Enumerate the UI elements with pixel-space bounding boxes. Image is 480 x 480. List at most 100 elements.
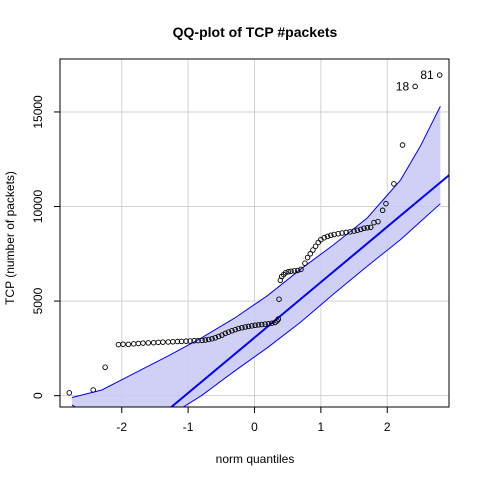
data-point	[191, 338, 197, 344]
data-point	[232, 326, 238, 333]
data-point	[66, 390, 73, 396]
data-point	[343, 229, 349, 236]
data-point	[259, 321, 265, 328]
data-point	[165, 339, 171, 345]
data-point	[145, 340, 152, 346]
data-point	[265, 321, 272, 327]
data-point	[357, 226, 364, 233]
data-point	[351, 228, 357, 234]
data-point	[321, 234, 327, 241]
data-point	[225, 329, 232, 335]
x-tick-label: 0	[251, 420, 258, 434]
envelope-lower-line	[71, 203, 441, 407]
data-points	[66, 72, 443, 396]
data-point	[335, 231, 341, 237]
data-point	[252, 322, 258, 329]
y-axis-label: TCP (number of packets)	[3, 171, 17, 305]
x-tick-label: -1	[183, 420, 194, 434]
data-point	[298, 266, 304, 273]
data-point	[245, 323, 252, 330]
data-point	[255, 322, 262, 328]
data-point	[209, 335, 215, 342]
data-point	[307, 251, 314, 257]
data-point	[331, 231, 337, 238]
y-axis: 0 5000 10000 15000	[31, 95, 61, 399]
data-point	[242, 324, 248, 330]
chart-title: QQ-plot of TCP #packets	[173, 24, 338, 40]
data-point	[235, 325, 242, 332]
data-point	[383, 200, 389, 207]
data-point	[215, 333, 222, 340]
x-axis-label: norm quantiles	[216, 452, 295, 466]
data-point	[102, 364, 108, 371]
data-point	[291, 268, 298, 274]
data-point	[120, 341, 126, 347]
data-point	[347, 229, 353, 235]
data-point	[155, 339, 161, 346]
y-tick-label: 0	[31, 392, 45, 399]
data-point	[212, 335, 219, 341]
data-point	[90, 387, 96, 393]
data-point	[140, 340, 146, 346]
data-point	[294, 267, 301, 274]
data-point	[249, 323, 255, 329]
data-point	[302, 260, 308, 267]
data-point	[391, 181, 397, 187]
data-point	[288, 268, 294, 274]
data-point	[275, 316, 282, 322]
data-point	[412, 83, 418, 90]
data-point	[312, 243, 319, 249]
data-point	[160, 339, 166, 345]
point-label: 18	[396, 79, 410, 93]
data-point	[205, 336, 212, 343]
data-point	[115, 341, 122, 348]
envelope-fill	[71, 106, 441, 407]
data-point	[361, 225, 367, 232]
data-point	[375, 218, 381, 225]
data-point	[174, 338, 181, 345]
data-point	[379, 207, 386, 214]
data-point	[367, 224, 374, 231]
data-point	[199, 337, 205, 344]
data-point	[239, 325, 245, 331]
plot-area-border	[59, 58, 450, 408]
data-point	[285, 269, 292, 275]
data-point	[150, 339, 157, 346]
data-point	[135, 340, 142, 347]
data-point	[328, 232, 334, 239]
data-point	[229, 328, 235, 334]
y-tick-label: 10000	[31, 190, 45, 224]
data-point	[436, 72, 443, 78]
data-point	[276, 296, 282, 302]
data-point	[202, 337, 209, 343]
data-point	[183, 338, 189, 344]
y-tick-label: 15000	[31, 95, 45, 129]
data-point	[304, 254, 311, 261]
data-point	[262, 321, 268, 327]
data-point	[282, 269, 289, 276]
y-tick-label: 5000	[31, 287, 45, 314]
data-point	[324, 233, 331, 240]
point-label: 81	[420, 68, 434, 82]
data-point	[187, 338, 193, 344]
x-axis: -2 -1 0 1 2	[116, 406, 391, 434]
confidence-envelope	[71, 106, 441, 407]
data-point	[354, 227, 361, 234]
data-point	[269, 320, 275, 326]
reference-line-group	[169, 174, 449, 407]
x-tick-label: 1	[318, 420, 325, 434]
data-point	[170, 339, 176, 345]
data-point	[315, 239, 321, 246]
data-point	[310, 247, 316, 253]
data-point	[125, 341, 132, 348]
data-point	[339, 230, 345, 236]
data-point	[222, 330, 229, 337]
envelope-upper-line	[71, 106, 441, 399]
data-point	[130, 341, 137, 347]
x-tick-label: -2	[116, 420, 127, 434]
data-point	[399, 142, 406, 148]
data-point	[195, 337, 201, 344]
x-tick-label: 2	[384, 420, 391, 434]
